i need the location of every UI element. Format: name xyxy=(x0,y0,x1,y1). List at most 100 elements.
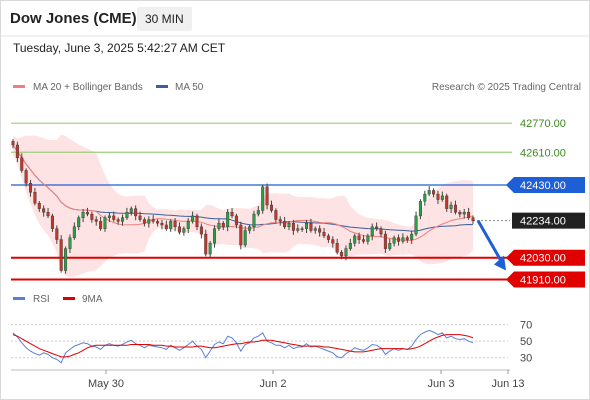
candle xyxy=(68,237,72,249)
candle xyxy=(287,222,291,228)
candle xyxy=(33,192,37,204)
candle xyxy=(107,215,111,218)
candle xyxy=(64,248,68,271)
candle xyxy=(156,221,160,224)
candle xyxy=(239,224,243,246)
timeframe-button[interactable]: 30 MIN xyxy=(137,7,192,31)
ma20-legend-label: MA 20 + Bollinger Bands xyxy=(33,82,143,93)
candle xyxy=(42,208,46,213)
candle xyxy=(471,217,475,221)
last-price-box xyxy=(512,212,585,229)
candle xyxy=(112,215,116,220)
candle xyxy=(20,157,24,171)
candle xyxy=(405,237,409,240)
candle xyxy=(72,226,76,238)
candlesticks xyxy=(11,139,475,274)
candle xyxy=(50,215,54,229)
candle xyxy=(90,213,94,220)
candle xyxy=(265,186,269,206)
rsi-legend-label: RSI xyxy=(33,294,50,305)
candle xyxy=(300,228,304,230)
candle xyxy=(15,144,19,158)
candle xyxy=(103,217,107,229)
candle xyxy=(173,221,177,228)
candle xyxy=(234,215,238,226)
candle xyxy=(335,242,339,253)
candle xyxy=(305,222,309,229)
candle xyxy=(366,235,370,242)
candle xyxy=(410,233,414,240)
candle xyxy=(353,235,357,244)
forecast-arrow-shaft xyxy=(476,219,504,264)
ma9-legend-swatch xyxy=(63,297,75,300)
candle xyxy=(37,202,41,209)
candle xyxy=(397,237,401,242)
candle xyxy=(375,226,379,229)
candle xyxy=(309,222,313,231)
candle xyxy=(99,221,103,229)
candle xyxy=(414,215,418,235)
candle xyxy=(29,182,33,193)
support-label-box xyxy=(506,271,585,288)
pivot-label-box xyxy=(506,177,585,193)
support-label: 41910.00 xyxy=(520,275,566,287)
candle xyxy=(357,235,361,240)
candle xyxy=(116,219,120,222)
candle xyxy=(449,204,453,209)
candle xyxy=(423,193,427,202)
candle xyxy=(283,221,287,228)
rsi-panel: 70 50 30 xyxy=(11,320,532,365)
ma50-legend-swatch xyxy=(156,85,168,88)
instrument-title: Dow Jones (CME) xyxy=(10,10,137,27)
candle xyxy=(383,233,387,249)
ma9-legend-label: 9MA xyxy=(82,294,103,305)
bollinger-bands xyxy=(13,134,473,278)
last-price-label: 42234.00 xyxy=(520,216,566,228)
candle xyxy=(85,212,89,215)
candle xyxy=(344,248,348,257)
candle xyxy=(208,242,212,255)
forecast-arrow-head xyxy=(494,255,506,271)
candle xyxy=(55,228,59,240)
rsi-line xyxy=(12,329,474,364)
candle xyxy=(177,226,181,233)
candle xyxy=(326,235,330,240)
price-level-labels: 42770.00 42610.00 42430.00 42234.00 42030.00… xyxy=(506,118,585,288)
candle xyxy=(313,228,317,231)
time-tick-label: Jun 13 xyxy=(491,378,524,390)
candle xyxy=(24,170,28,184)
candle xyxy=(129,208,133,213)
candle xyxy=(432,190,436,195)
time-tick-label: Jun 2 xyxy=(260,378,287,390)
candle xyxy=(94,219,98,222)
candle xyxy=(142,219,146,224)
candle xyxy=(195,215,199,228)
candle xyxy=(379,228,383,235)
candle xyxy=(445,195,449,209)
candle xyxy=(361,239,365,242)
candle xyxy=(340,252,344,257)
candle xyxy=(11,141,15,146)
resistance-label: 42770.00 xyxy=(520,118,566,130)
ma20-legend-swatch xyxy=(13,85,25,88)
candle xyxy=(182,228,186,233)
candle xyxy=(252,213,256,228)
pivot-label: 42430.00 xyxy=(520,180,566,192)
support-label: 42030.00 xyxy=(520,253,566,265)
candle xyxy=(77,217,81,228)
candle xyxy=(226,212,230,228)
candle xyxy=(269,204,273,211)
candle xyxy=(191,215,195,222)
candle xyxy=(436,193,440,200)
candle xyxy=(348,242,352,249)
resistance-label: 42610.00 xyxy=(520,147,566,159)
candle xyxy=(388,242,392,249)
candle xyxy=(221,222,225,228)
candle xyxy=(401,237,405,242)
chart-header: Dow Jones (CME) 30 MIN xyxy=(0,0,590,36)
candle xyxy=(248,226,252,231)
candle xyxy=(467,212,471,218)
candle xyxy=(458,212,462,215)
rsi-tick-label: 50 xyxy=(520,336,532,348)
